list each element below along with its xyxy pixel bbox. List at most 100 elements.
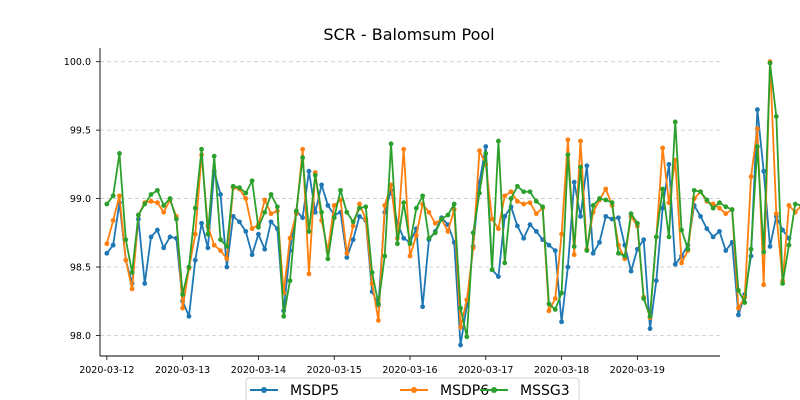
data-point [268,192,274,197]
data-point [590,203,596,208]
data-point [142,281,148,286]
data-point [104,250,110,256]
data-point [780,281,786,286]
data-point [464,334,470,340]
axes: 98.0 98.5 99.0 99.5 100.0 2020-03-12 2020-03-1… [64,48,720,376]
x-tick-label: 2020-03-15 [307,365,362,376]
data-point [514,223,520,229]
data-point [281,313,287,319]
data-point [464,297,470,303]
data-point [666,234,672,240]
data-point [597,239,602,245]
data-point [767,244,773,249]
data-point [237,219,242,225]
data-point [736,287,741,293]
data-point [161,203,167,208]
data-point [211,153,217,159]
data-point [533,198,539,204]
data-point [357,213,362,219]
data-point [312,209,318,215]
data-point [710,205,716,211]
data-point [603,197,609,203]
data-point [268,211,274,217]
data-point [736,312,741,318]
data-point [533,211,539,217]
data-point [218,248,223,254]
data-point [527,222,533,227]
data-point [717,200,722,206]
data-point [672,261,678,267]
data-point [616,250,621,256]
y-tick-label: 98.5 [70,263,91,274]
data-point [565,264,571,270]
data-point [104,201,110,207]
legend-label: MSDP6 [440,383,489,399]
data-point [262,209,268,215]
data-point [344,209,350,215]
data-point [224,256,230,262]
data-point [249,252,255,258]
x-tick-label: 2020-03-16 [382,365,437,376]
data-point [249,178,255,184]
x-tick-label: 2020-03-14 [231,365,286,376]
data-point [761,249,767,255]
data-point [167,196,173,201]
data-point [432,230,438,236]
data-point [704,197,710,203]
data-point [287,278,293,284]
data-point [761,168,767,174]
data-point [723,204,729,210]
data-point [584,163,590,169]
chart-title: SCR - Balomsum Pool [323,25,494,44]
data-point [445,229,451,234]
data-point [331,203,337,208]
data-point [186,313,192,319]
data-point [110,242,116,248]
data-point [401,146,407,152]
grid-lines [100,61,720,336]
data-point [527,189,533,195]
data-point [117,151,122,156]
data-point [451,201,457,207]
data-point [445,212,451,218]
data-point [508,189,514,195]
data-point [325,203,331,208]
data-point [672,119,678,125]
data-point [641,296,647,301]
data-point [590,250,596,256]
data-point [262,197,268,203]
data-point [300,215,306,221]
data-point [698,213,703,219]
data-point [527,200,533,206]
data-point [754,144,760,149]
data-point [571,179,577,185]
data-point [660,205,666,211]
data-point [268,219,274,225]
data-point [578,164,583,170]
data-point [161,245,167,251]
data-point [477,190,482,196]
data-point [300,155,306,160]
data-point [344,255,350,260]
data-point [533,229,539,234]
data-point [584,248,590,254]
data-point [603,213,609,219]
data-point [426,209,432,215]
data-point [540,204,546,210]
data-point [546,242,552,248]
data-point [597,196,602,201]
data-point [773,114,779,119]
data-point [338,187,343,193]
data-point [154,227,160,233]
data-point [306,168,312,174]
legend-label: MSSG3 [520,383,570,399]
data-point [483,151,489,156]
data-point [502,260,508,266]
data-point [394,241,400,247]
x-tick-label: 2020-03-18 [534,365,589,376]
y-tick-label: 99.5 [70,126,91,137]
data-point [167,234,173,240]
data-point [401,235,407,241]
data-point [786,242,792,248]
